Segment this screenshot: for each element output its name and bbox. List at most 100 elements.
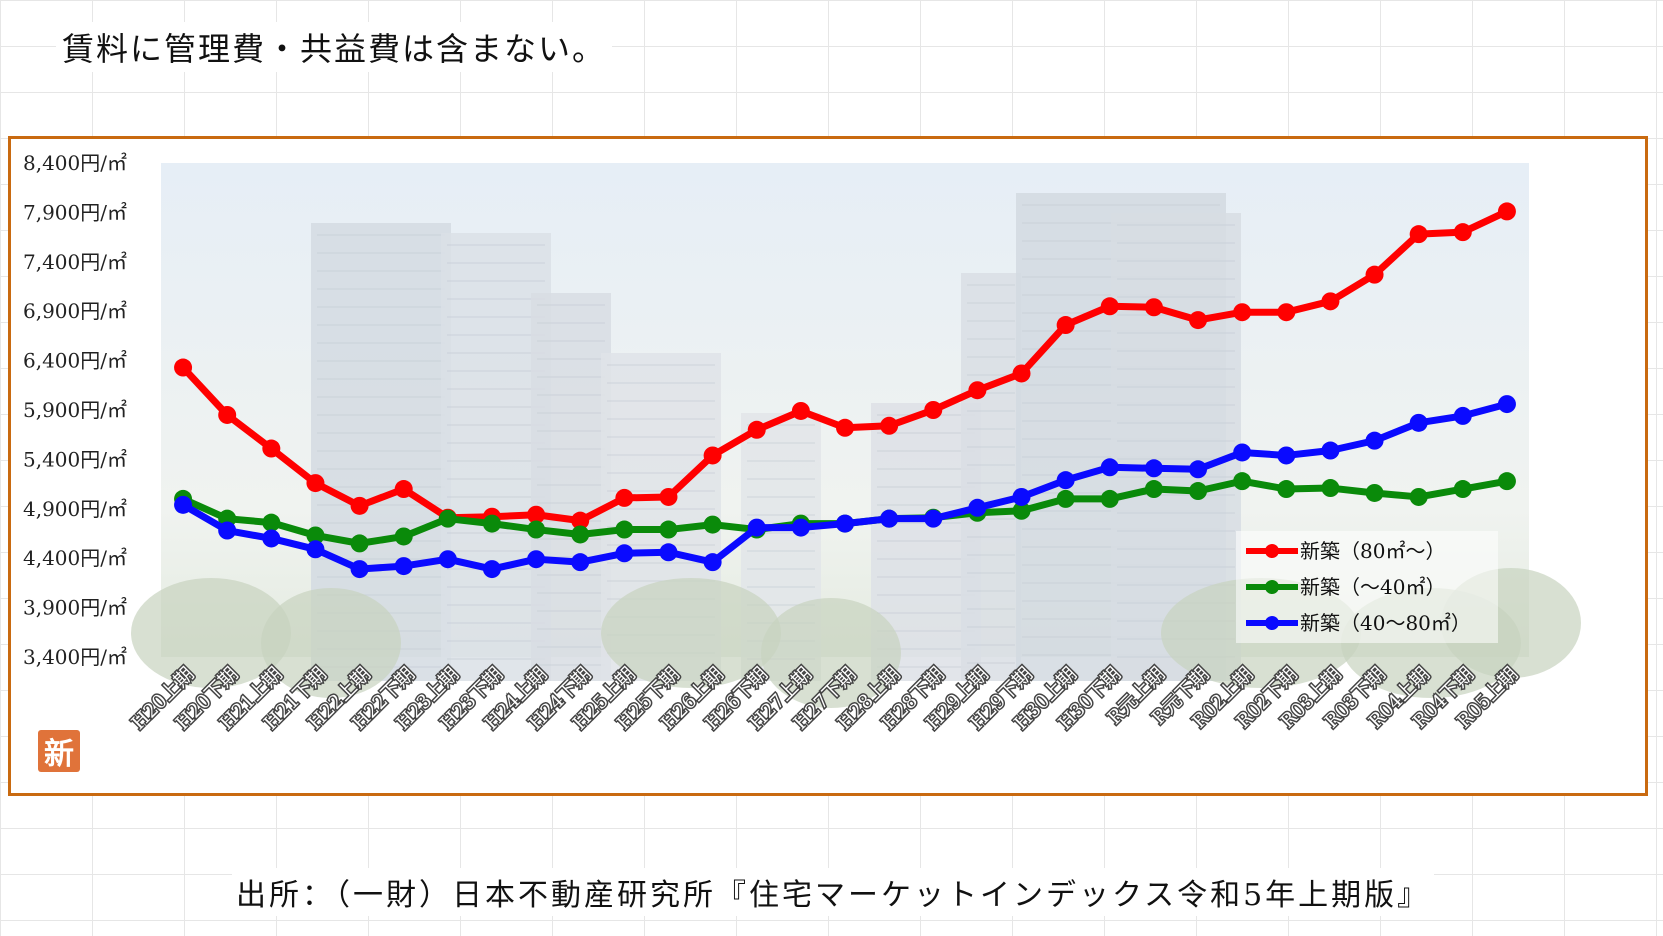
data-point [924,509,943,528]
data-point [527,505,546,524]
data-point [482,514,501,533]
data-point [262,529,281,548]
data-point [571,511,590,530]
legend-swatch-marker [1265,580,1279,594]
data-point [880,509,899,528]
legend: 新築（80㎡～） 新築（～40㎡） 新築（40～80㎡） [1236,531,1498,643]
data-point [1277,480,1296,499]
data-point [791,401,810,420]
y-tick-label: 8,400円/㎡ [23,151,127,175]
data-point [1409,413,1428,432]
data-point [1189,311,1208,330]
data-point [1277,303,1296,322]
source-citation: 出所：（一財）日本不動産研究所『住宅マーケットインデックス令和5年上期版』 [232,868,1435,916]
data-point [1497,472,1516,491]
data-point [659,543,678,562]
data-point [527,550,546,569]
chart-note: 賃料に管理費・共益費は含まない。 [56,22,613,72]
data-point [1233,303,1252,322]
data-point [1365,431,1384,450]
legend-swatch-marker [1265,616,1279,630]
data-point [1012,501,1031,520]
data-point [968,381,987,400]
data-point [1189,460,1208,479]
data-point [1100,458,1119,477]
data-point [1144,480,1163,499]
background-tree [761,598,901,708]
data-point [659,520,678,539]
data-point [350,496,369,515]
data-point [438,550,457,569]
data-point [394,480,413,499]
data-point [1277,446,1296,465]
data-point [1321,441,1340,460]
data-point [218,521,237,540]
y-tick-label: 5,400円/㎡ [23,447,127,471]
data-point [262,439,281,458]
data-point [836,418,854,437]
data-point [1497,395,1516,414]
data-point [1409,487,1428,506]
y-tick-label: 3,900円/㎡ [23,596,127,620]
data-point [1497,202,1516,221]
y-tick-label: 4,900円/㎡ [23,497,127,521]
data-point [1233,443,1252,462]
chart-frame: 3,400円/㎡ 3,900円/㎡ 4,400円/㎡ 4,900円/㎡ 5,400円/㎡… [8,136,1648,796]
data-point [306,526,325,545]
background-tree [601,578,781,688]
data-point [791,518,810,537]
data-point [924,401,943,419]
data-point [174,495,193,514]
data-point [1012,364,1031,383]
data-point [1144,298,1163,317]
data-point [615,520,634,539]
data-point [836,514,854,533]
data-point [394,557,413,576]
data-point [571,525,590,544]
data-point [350,534,369,553]
data-point [262,513,281,532]
legend-swatch-marker [1265,544,1279,558]
y-axis: 3,400円/㎡ 3,900円/㎡ 4,400円/㎡ 4,900円/㎡ 5,400円/㎡… [23,151,127,669]
data-point [703,515,722,534]
data-point [306,474,325,493]
data-point [1012,487,1031,506]
series-layer [174,202,1516,579]
legend-label: 新築（～40㎡） [1300,575,1445,599]
legend-label: 新築（40～80㎡） [1300,611,1471,635]
data-point [174,358,193,377]
y-tick-label: 6,900円/㎡ [23,299,127,323]
data-point [1409,225,1428,244]
plot-background-photo [131,163,1581,708]
y-tick-label: 7,900円/㎡ [23,200,127,224]
logo-badge: 新 [38,730,80,772]
data-point [703,553,722,572]
data-point [1100,297,1119,316]
data-point [1056,316,1075,335]
data-point [1365,483,1384,502]
data-point [968,498,987,517]
data-point [350,560,369,579]
data-point [703,446,722,465]
data-point [1365,265,1384,284]
data-point [1144,459,1163,478]
data-point [747,518,766,537]
data-point [527,520,546,539]
data-point [1056,471,1075,490]
data-point [571,553,590,572]
data-point [1453,223,1472,242]
data-point [1233,472,1252,491]
data-point [482,560,501,579]
y-tick-label: 3,400円/㎡ [23,645,127,669]
data-point [1321,479,1340,498]
data-point [659,487,678,506]
background-building [531,293,611,681]
data-point [306,540,325,559]
data-point [1453,480,1472,499]
data-point [438,509,457,528]
data-point [218,405,237,424]
y-tick-label: 7,400円/㎡ [23,250,127,274]
legend-label: 新築（80㎡～） [1300,539,1445,563]
data-point [1453,406,1472,425]
data-point [1056,489,1075,508]
